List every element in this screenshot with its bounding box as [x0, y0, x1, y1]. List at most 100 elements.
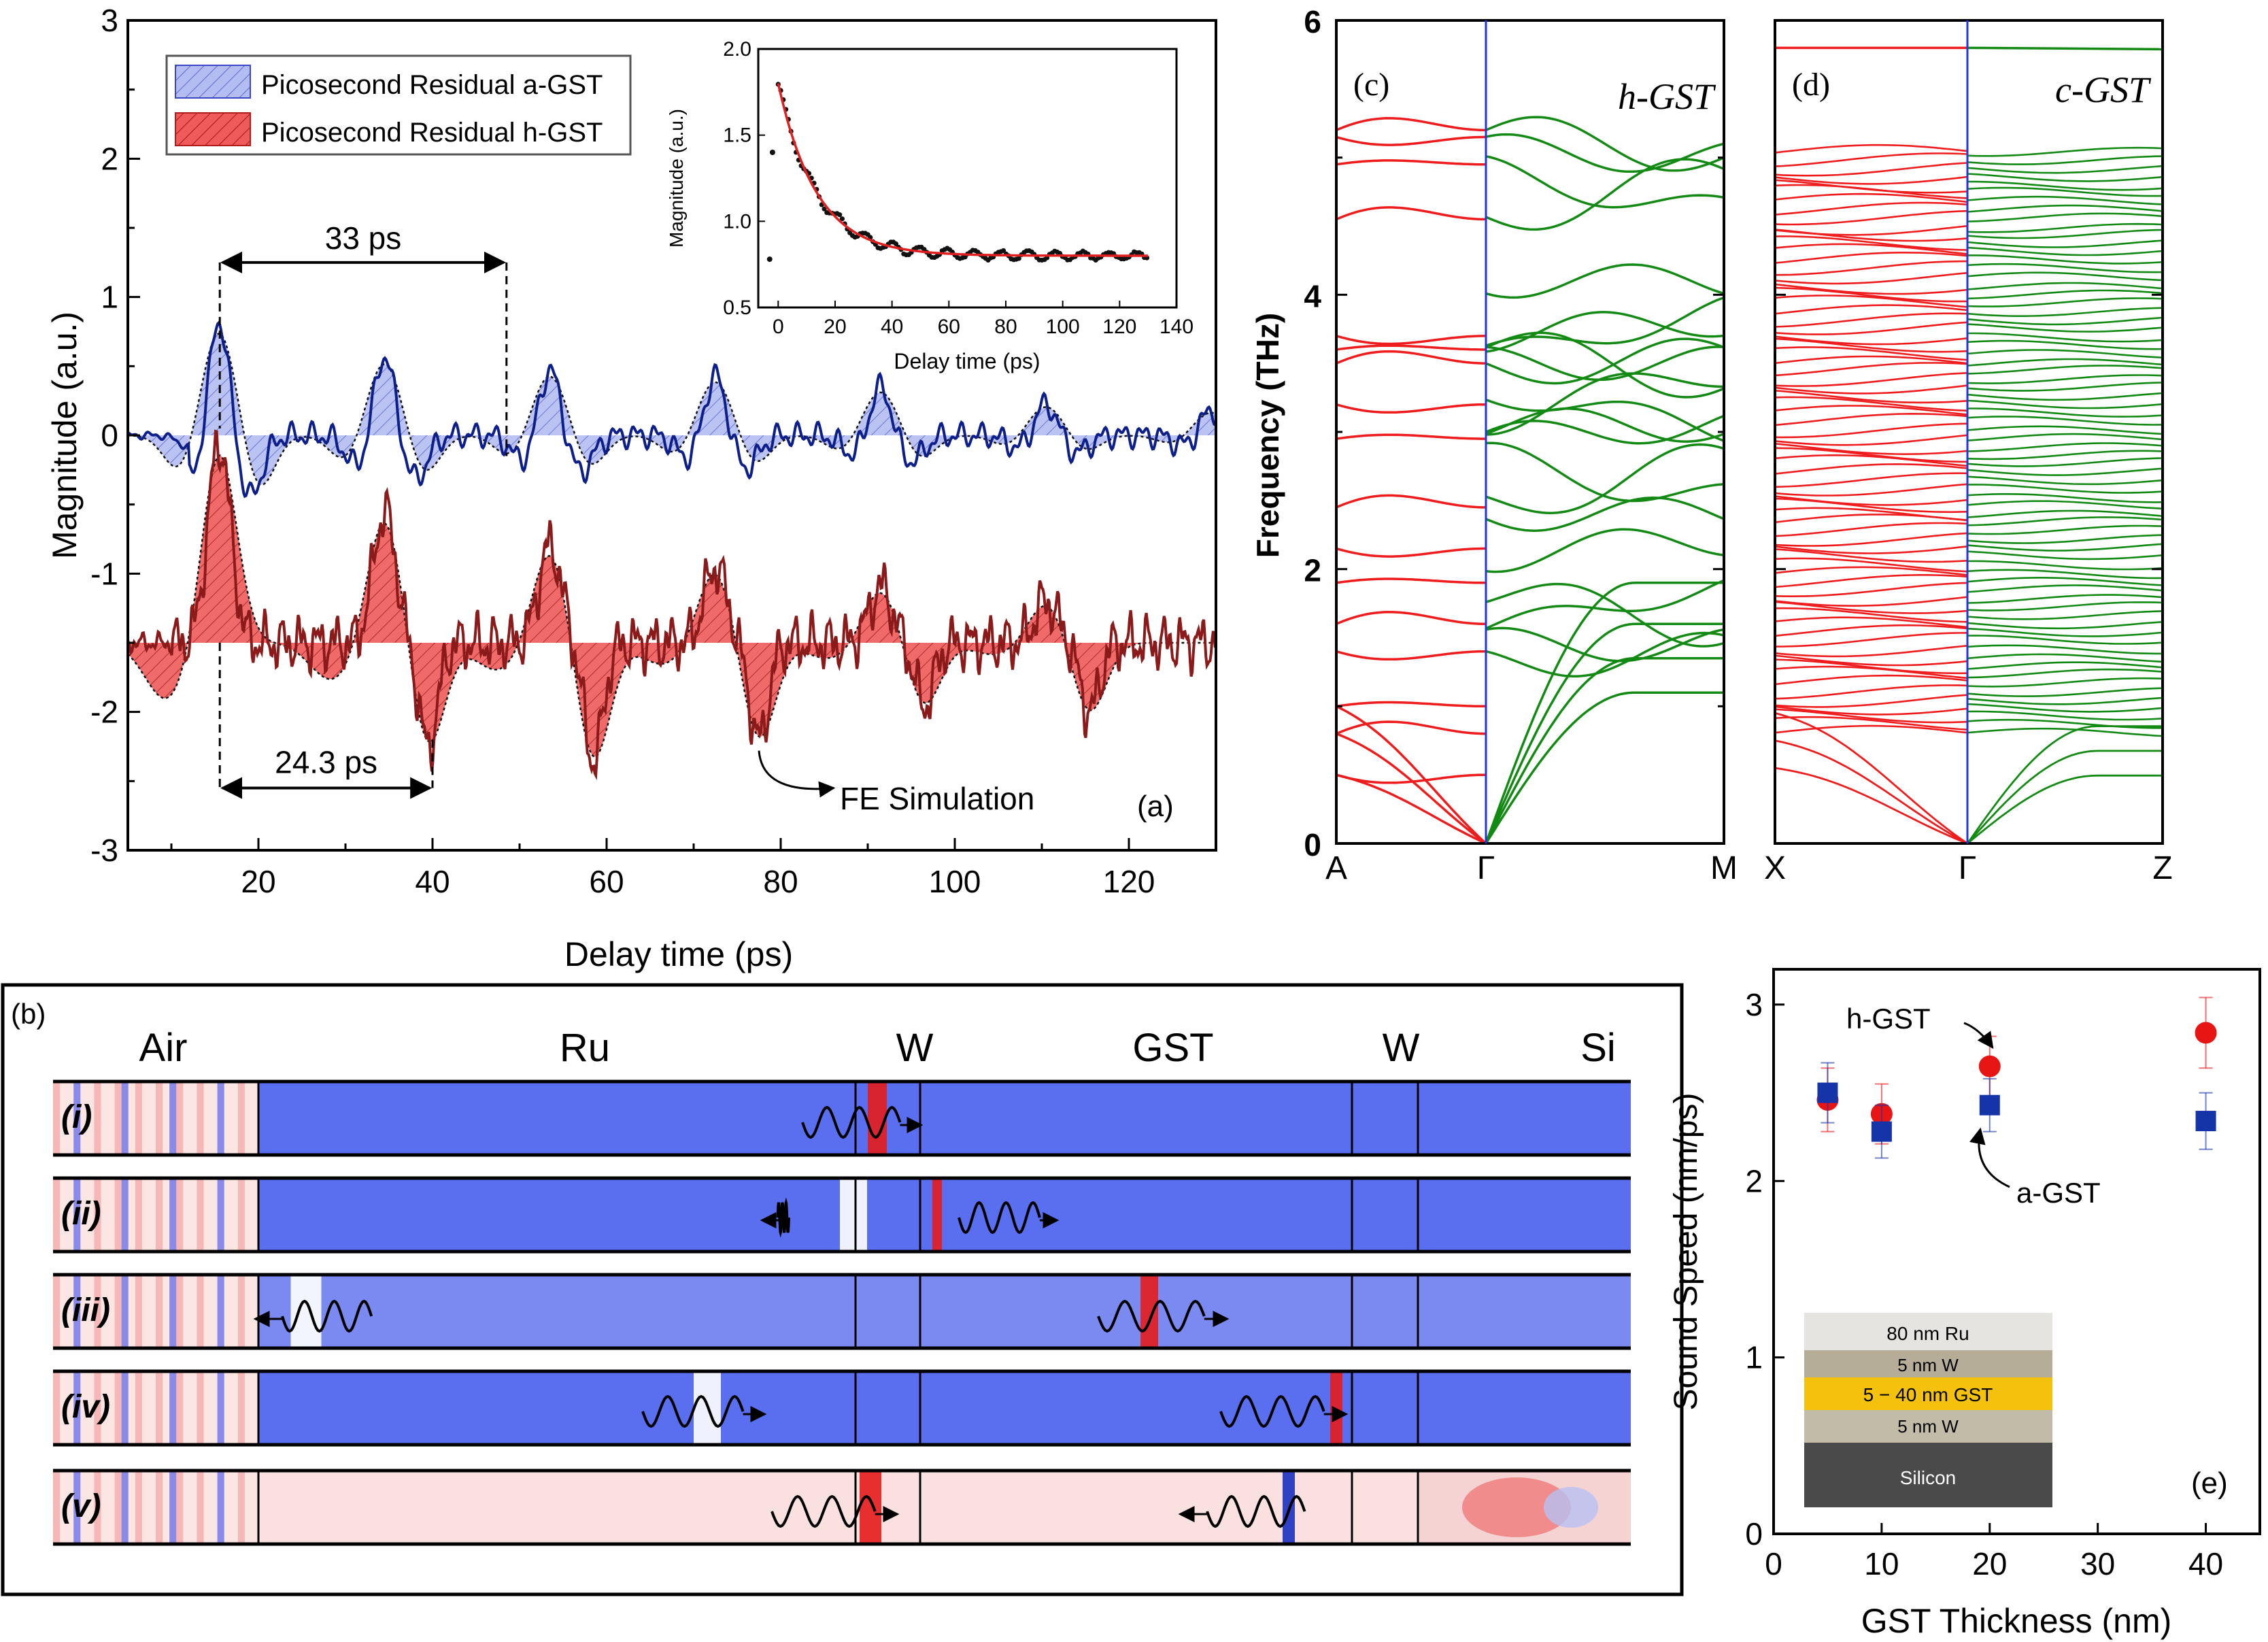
c-red-band: [1336, 577, 1486, 584]
air-stripe: [163, 1178, 170, 1252]
e-point-h-gst: [2195, 1022, 2217, 1044]
layer-header-w: W: [896, 1026, 934, 1070]
d-red-band: [1774, 295, 1968, 308]
air-stripe: [107, 1275, 116, 1348]
air-stripe: [251, 1471, 259, 1544]
air-stripe: [217, 1082, 225, 1155]
air-stripe: [163, 1275, 170, 1348]
air-stripe: [80, 1082, 88, 1155]
air-stripe: [107, 1471, 116, 1544]
d-green-band: [1967, 610, 2163, 620]
inset-x-tick-label: 100: [1046, 316, 1080, 338]
air-stripe: [60, 1471, 67, 1544]
d-green-band: [1967, 332, 2163, 343]
panel-b-frame: [1, 983, 1684, 1596]
c-green-band: [1485, 414, 1725, 445]
d-red-band: [1774, 716, 1968, 731]
d-red-band: [1774, 522, 1968, 537]
c-green-band: [1485, 579, 1725, 630]
c-green-acoustic: [1485, 582, 1724, 844]
inset-xlabel: Delay time (ps): [894, 349, 1040, 373]
pulse: [868, 1082, 887, 1155]
d-green-band: [1967, 601, 2163, 611]
pulse: [932, 1178, 942, 1252]
a-gst-envelope-fill: [128, 333, 1216, 485]
d-red-band: [1774, 390, 1968, 404]
air-stripe: [251, 1371, 259, 1445]
stack-label-gst: 5 − 40 nm GST: [1863, 1384, 1993, 1405]
air-stripe: [80, 1471, 88, 1544]
d-green-band: [1967, 323, 2163, 333]
d-red-band: [1774, 548, 1968, 563]
inset-y-tick-label: 1.0: [723, 210, 751, 233]
air-stripe: [197, 1371, 204, 1445]
stack-layer-silicon: [1804, 1443, 2052, 1507]
d-green-band: [1967, 186, 2163, 197]
air-stripe: [94, 1082, 101, 1155]
si-coldspot: [1544, 1487, 1598, 1528]
d-green-band: [1967, 392, 2163, 401]
c-red-acoustic: [1336, 705, 1487, 845]
panel-e-ylabel: Sound Speed (nm/ps): [1668, 1093, 1704, 1411]
d-red-band: [1774, 601, 1968, 614]
d-green-band: [1967, 425, 2163, 435]
row-label: (iii): [61, 1292, 110, 1328]
annotation-h-gst-label: h-GST: [1846, 1003, 1931, 1035]
air-stripe: [183, 1471, 190, 1544]
c-x-tick-label: M: [1710, 850, 1738, 886]
panel-c-ticks: 6 4 2 0A Γ M: [1304, 4, 1738, 886]
air-stripe: [224, 1178, 232, 1252]
inset-x-tick-label: 0: [773, 316, 784, 338]
c-red-band: [1336, 335, 1487, 346]
air-stripe: [87, 1178, 95, 1252]
air-stripe: [135, 1178, 143, 1252]
air-stripe: [53, 1275, 61, 1348]
d-green-band: [1967, 374, 2163, 384]
d-green-band: [1967, 576, 2163, 586]
y-tick-label: 0: [101, 418, 118, 453]
d-red-band: [1774, 665, 1968, 680]
c-green-band: [1485, 407, 1725, 443]
stack-label-ru: 80 nm Ru: [1886, 1323, 1969, 1344]
air-stripe: [101, 1371, 109, 1445]
layer-header-gst: GST: [1132, 1026, 1213, 1070]
d-red-band: [1774, 546, 1968, 554]
heatmap-row-2: (ii): [53, 1176, 1631, 1254]
c-red-band: [1336, 135, 1487, 146]
air-stripe: [141, 1275, 150, 1348]
air-stripe: [148, 1471, 156, 1544]
air-stripe: [73, 1471, 81, 1544]
inset-outlier-point: [769, 150, 775, 155]
c-green-band: [1485, 346, 1725, 382]
d-red-band: [1774, 251, 1968, 264]
air-stripe: [60, 1275, 67, 1348]
panel-c-bands: [1336, 116, 1725, 845]
air-stripe: [244, 1082, 252, 1155]
d-red-acoustic: [1774, 739, 1968, 845]
d-green-band: [1967, 569, 2163, 580]
panel-e-label: (e): [2191, 1467, 2228, 1500]
d-red-band: [1774, 596, 1968, 607]
c-y-tick-label: 0: [1304, 827, 1321, 862]
air-stripe: [67, 1471, 74, 1544]
d-green-band: [1967, 627, 2163, 637]
panel-d-label: (d): [1792, 67, 1830, 103]
d-red-band: [1774, 645, 1968, 658]
c-red-band: [1336, 547, 1487, 558]
heatmap-row-1: (i): [53, 1079, 1631, 1157]
heatmap-row-background: [258, 1371, 1631, 1445]
stack-label-w-bottom: 5 nm W: [1897, 1416, 1959, 1437]
air-stripe: [156, 1471, 163, 1544]
legend-label-a-gst: Picosecond Residual a-GST: [261, 70, 603, 100]
air-stripe: [67, 1371, 74, 1445]
d-green-band: [1967, 509, 2163, 518]
stack-layer-w-top: [1804, 1350, 2052, 1377]
d-green-band: [1967, 718, 2163, 729]
air-stripe: [101, 1275, 109, 1348]
heatmap-row-5: (v): [53, 1469, 1631, 1546]
c-red-acoustic: [1336, 733, 1487, 845]
air-stripe: [87, 1082, 95, 1155]
air-stripe: [210, 1178, 218, 1252]
d-green-band: [1967, 263, 2163, 273]
